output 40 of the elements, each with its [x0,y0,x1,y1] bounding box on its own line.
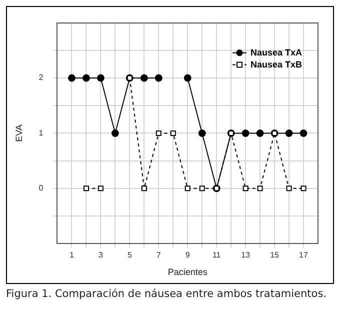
y-tick-label: 1 [38,128,44,138]
point [140,74,148,82]
y-tick-label: 2 [38,73,44,82]
point [256,130,264,137]
point [198,130,206,137]
point [300,130,308,137]
y-tick-label: 0 [38,184,44,193]
point [170,130,176,136]
x-tick-label: 3 [98,250,104,260]
point [285,130,293,137]
x-tick-label: 11 [212,250,222,260]
text: Figura 1. Comparación de náusea entre ambos tratamientos. [6,288,328,300]
legend-label: Nausea TxB [250,59,302,70]
point [68,74,76,82]
point [83,186,89,192]
point [82,74,90,82]
point [300,186,306,192]
point [154,74,162,82]
x-axis-title: Pacientes [168,267,208,278]
x-tick-label: 9 [185,250,190,260]
x-tick-label: 5 [127,250,132,260]
point [184,74,192,82]
y-axis-title: EVA [14,124,24,142]
point [199,186,205,192]
point [242,186,248,192]
point [97,74,104,82]
x-tick-label: 1 [70,250,75,260]
point [141,186,147,192]
x-tick-label: 7 [156,250,162,260]
point [98,186,104,192]
x-tick-label: 13 [241,250,251,260]
point [257,186,263,192]
point [242,130,250,137]
point [286,186,292,192]
point [156,130,162,136]
point [111,130,119,137]
x-tick-label: 17 [299,250,309,260]
legend-label: Nausea TxA [250,47,302,58]
point [184,186,190,192]
x-tick-label: 15 [270,250,280,260]
